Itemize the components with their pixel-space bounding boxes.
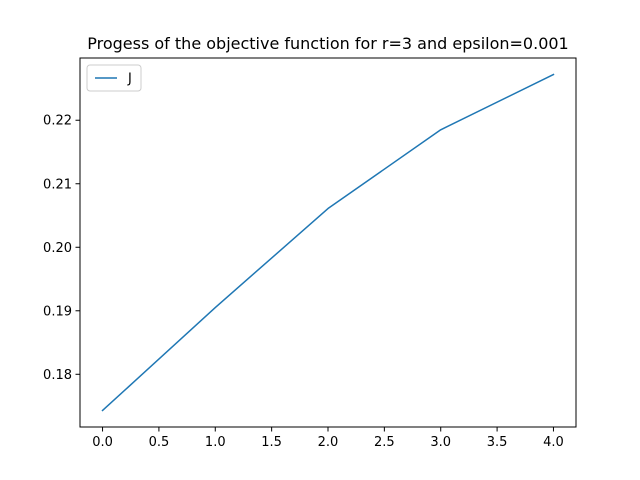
x-tick-label: 2.5 [374,435,395,450]
x-tick-label: 2.0 [318,435,339,450]
y-tick-label: 0.20 [43,241,72,256]
x-tick-label: 3.0 [430,435,451,450]
series-line-J [101,73,555,412]
x-tick-label: 0.0 [92,435,113,450]
legend-label: J [127,72,132,87]
x-tick-label: 4.0 [543,435,564,450]
y-tick-label: 0.19 [43,304,72,319]
x-tick-label: 1.0 [205,435,226,450]
y-tick-label: 0.22 [43,114,72,129]
y-tick-label: 0.18 [43,368,72,383]
plot-frame [79,57,577,428]
x-tick-label: 3.5 [487,435,508,450]
y-tick-label: 0.21 [43,177,72,192]
x-tick-label: 1.5 [261,435,282,450]
chart-title: Progess of the objective function for r=… [87,34,568,53]
x-tick-label: 0.5 [149,435,170,450]
